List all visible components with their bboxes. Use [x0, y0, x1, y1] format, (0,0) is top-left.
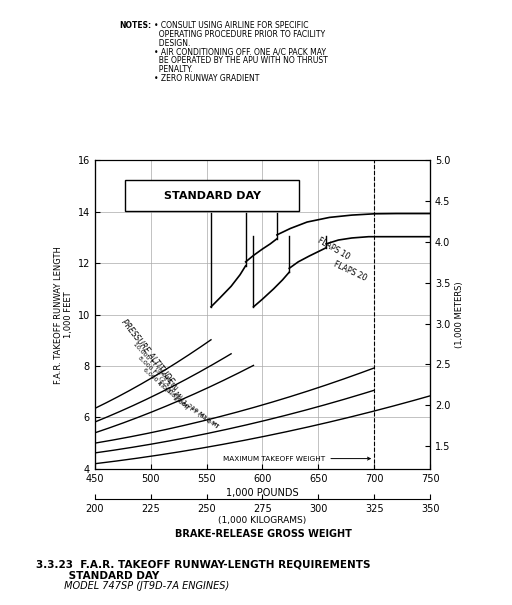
Text: BE OPERATED BY THE APU WITH NO THRUST: BE OPERATED BY THE APU WITH NO THRUST: [154, 56, 327, 65]
Text: 6,000 FT (1,829 M): 6,000 FT (1,829 M): [142, 368, 188, 411]
Y-axis label: F.A.R. TAKEOFF RUNWAY LENGTH
1,000 FEET: F.A.R. TAKEOFF RUNWAY LENGTH 1,000 FEET: [54, 246, 73, 384]
Text: FLAPS 10: FLAPS 10: [316, 237, 351, 262]
Text: MAXIMUM TAKEOFF WEIGHT: MAXIMUM TAKEOFF WEIGHT: [223, 456, 370, 462]
Text: 0 FT: 0 FT: [205, 419, 219, 430]
Text: MODEL 747SP (JT9D-7A ENGINES): MODEL 747SP (JT9D-7A ENGINES): [36, 581, 229, 591]
Text: 10,000 FT (3,048 M): 10,000 FT (3,048 M): [132, 341, 178, 391]
Text: PENALTY.: PENALTY.: [154, 65, 192, 74]
Text: STANDARD DAY: STANDARD DAY: [36, 571, 159, 581]
Text: NOTES:: NOTES:: [119, 21, 151, 30]
X-axis label: (1,000 KILOGRAMS): (1,000 KILOGRAMS): [218, 515, 307, 525]
Text: FLAPS 20: FLAPS 20: [332, 260, 368, 283]
Text: STANDARD DAY: STANDARD DAY: [164, 191, 261, 201]
X-axis label: 1,000 POUNDS: 1,000 POUNDS: [226, 488, 298, 498]
Text: 8,000 FT (2,428 M): 8,000 FT (2,428 M): [137, 355, 182, 400]
Text: 4,000 FT (1,219 M): 4,000 FT (1,219 M): [156, 381, 206, 420]
Y-axis label: (1,000 METERS): (1,000 METERS): [455, 281, 463, 348]
Text: 3.3.23  F.A.R. TAKEOFF RUNWAY-LENGTH REQUIREMENTS: 3.3.23 F.A.R. TAKEOFF RUNWAY-LENGTH REQU…: [36, 560, 370, 570]
Text: DESIGN.: DESIGN.: [154, 39, 190, 48]
Text: • ZERO RUNWAY GRADIENT: • ZERO RUNWAY GRADIENT: [154, 74, 259, 83]
Text: OPERATING PROCEDURE PRIOR TO FACILITY: OPERATING PROCEDURE PRIOR TO FACILITY: [154, 30, 325, 39]
FancyBboxPatch shape: [125, 180, 300, 211]
Text: 2,000 FT (610 M): 2,000 FT (610 M): [172, 396, 219, 429]
Text: BRAKE-RELEASE GROSS WEIGHT: BRAKE-RELEASE GROSS WEIGHT: [175, 529, 352, 540]
Text: PRESSURE ALTITUDE: PRESSURE ALTITUDE: [119, 318, 175, 386]
Text: • CONSULT USING AIRLINE FOR SPECIFIC: • CONSULT USING AIRLINE FOR SPECIFIC: [154, 21, 308, 30]
Text: • AIR CONDITIONING OFF. ONE A/C PACK MAY: • AIR CONDITIONING OFF. ONE A/C PACK MAY: [154, 48, 326, 56]
